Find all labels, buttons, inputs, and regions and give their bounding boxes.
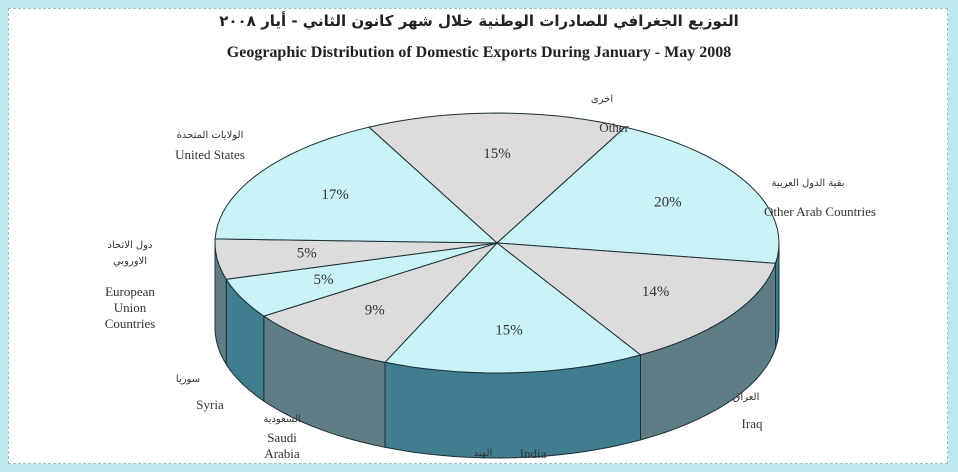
pie-slice	[384, 242, 642, 374]
category-label-ar: اخرى	[590, 94, 614, 105]
value-label: 9%	[365, 303, 385, 319]
value-label: 15%	[495, 323, 523, 339]
category-label-ar: دول الاتحاد الاوروبي	[107, 240, 153, 267]
value-label: 15%	[483, 146, 511, 162]
pie-slice	[214, 238, 498, 280]
category-label: Iraq	[741, 416, 763, 431]
value-label: 5%	[297, 246, 317, 262]
category-label-ar: السعودية	[263, 414, 301, 425]
category-label: India	[519, 446, 547, 461]
category-label-ar: بقية الدول العربية	[771, 178, 845, 189]
category-label: United States	[175, 147, 245, 162]
category-label-ar: الولايات المتحدة	[176, 130, 244, 141]
value-label: 20%	[654, 194, 682, 210]
value-label: 5%	[313, 272, 333, 288]
pie-slice	[262, 241, 499, 363]
category-label-ar: الهند	[473, 448, 493, 459]
value-label: 14%	[642, 284, 670, 300]
value-label: 17%	[321, 187, 349, 203]
category-label-ar: سوريا	[175, 374, 201, 385]
category-label: Other	[599, 120, 629, 135]
pie-slice	[214, 126, 499, 244]
pie-slice	[495, 242, 777, 356]
category-label: Saudi Arabia	[264, 430, 300, 461]
chart-title: التوزيع الجغرافي للصادرات الوطنية خلال ش…	[219, 12, 739, 30]
category-label: Other Arab Countries	[764, 204, 876, 219]
category-label: European Union Countries	[104, 284, 156, 331]
pie-slice	[225, 242, 498, 317]
pie-slice	[495, 126, 780, 264]
category-label-ar: العراق	[732, 392, 760, 403]
pie-slice	[367, 112, 627, 244]
chart-subtitle: Geographic Distribution of Domestic Expo…	[226, 44, 732, 61]
category-label: Syria	[196, 397, 224, 412]
